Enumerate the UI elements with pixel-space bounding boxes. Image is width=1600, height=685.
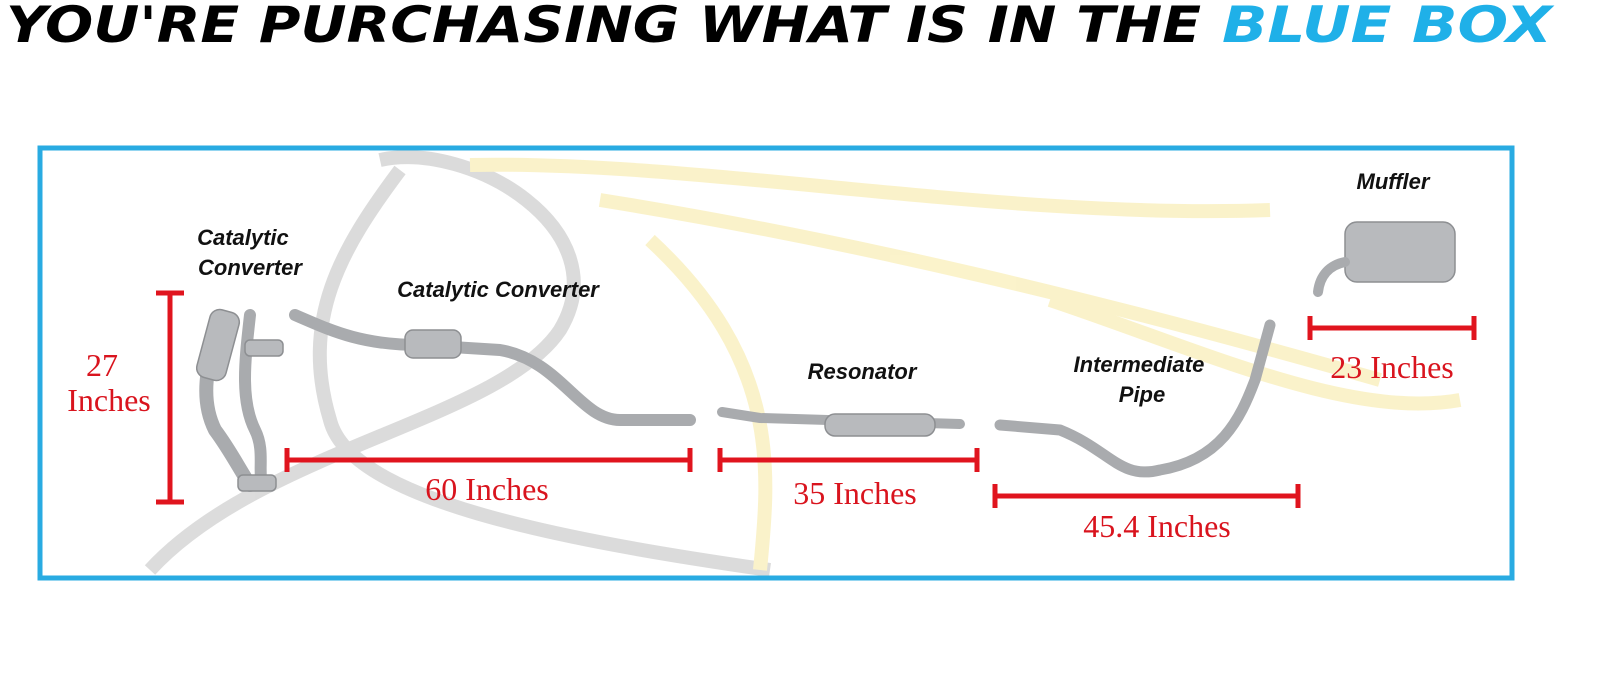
part-label: Intermediate Pipe bbox=[1074, 352, 1211, 407]
dimension-label: 23 Inches bbox=[1330, 349, 1454, 385]
dimension-line: 27 bbox=[86, 347, 118, 383]
blue-box bbox=[37, 145, 1515, 581]
label-line: Pipe bbox=[1119, 382, 1165, 407]
dimension-line: 23 Inches bbox=[1330, 349, 1454, 385]
dimension-line: Inches bbox=[67, 382, 151, 418]
part-label: Muffler bbox=[1357, 169, 1431, 194]
dimension-line: 35 Inches bbox=[793, 475, 917, 511]
dimension-label: 27 Inches bbox=[67, 347, 151, 418]
label-line: Resonator bbox=[808, 359, 918, 384]
dimension-lines bbox=[156, 290, 1477, 508]
heading: YOU'RE PURCHASING WHAT IS IN THE bbox=[6, 0, 1201, 54]
dimension-label: 45.4 Inches bbox=[1083, 508, 1231, 544]
label-line: Converter bbox=[198, 255, 303, 280]
part-label: Resonator bbox=[808, 359, 918, 384]
label-line: Catalytic bbox=[197, 225, 289, 250]
part-label: Catalytic Converter bbox=[397, 277, 600, 302]
label-line: Muffler bbox=[1357, 169, 1431, 194]
label-line: Intermediate bbox=[1074, 352, 1205, 377]
dimension-label: 60 Inches bbox=[425, 471, 549, 507]
dimension-line: 45.4 Inches bbox=[1083, 508, 1231, 544]
part-label: Catalytic Converter bbox=[197, 225, 303, 280]
dimension-label: 35 Inches bbox=[793, 475, 917, 511]
label-line: Catalytic Converter bbox=[397, 277, 600, 302]
heading-highlight: BLUE BOX bbox=[1222, 0, 1555, 54]
dimension-line: 60 Inches bbox=[425, 471, 549, 507]
parts-art bbox=[195, 221, 1456, 492]
